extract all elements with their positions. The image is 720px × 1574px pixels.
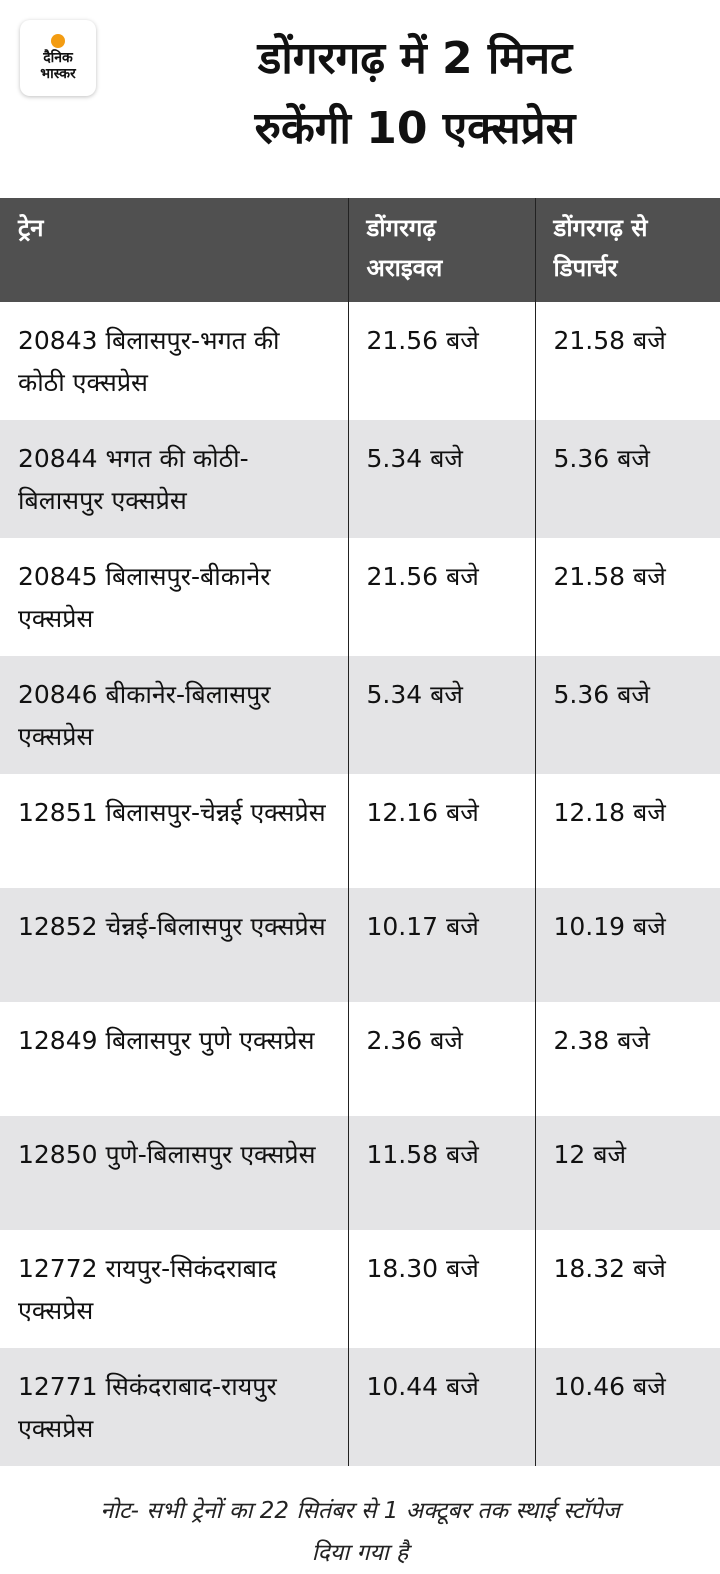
arrival-cell: 5.34 बजे	[347, 420, 535, 538]
table-row: 20843 बिलासपुर-भगत की कोठी एक्सप्रेस 21.…	[0, 302, 720, 420]
page-title: डोंगरगढ़ में 2 मिनट रुकेंगी 10 एक्सप्रेस	[110, 24, 720, 164]
arrival-cell: 12.16 बजे	[347, 774, 535, 888]
title-line-2: रुकेंगी 10 एक्सप्रेस	[254, 103, 576, 154]
table-row: 12851 बिलासपुर-चेन्नई एक्सप्रेस 12.16 बज…	[0, 774, 720, 888]
departure-cell: 10.19 बजे	[534, 888, 720, 1002]
header-departure: डोंगरगढ़ से डिपार्चर	[534, 198, 720, 302]
table-row: 20845 बिलासपुर-बीकानेर एक्सप्रेस 21.56 ब…	[0, 538, 720, 656]
arrival-cell: 2.36 बजे	[347, 1002, 535, 1116]
train-name-cell: 12849 बिलासपुर पुणे एक्सप्रेस	[18, 1026, 315, 1055]
arrival-cell: 10.17 बजे	[347, 888, 535, 1002]
train-name-cell: 12851 बिलासपुर-चेन्नई एक्सप्रेस	[18, 798, 326, 827]
table-row: 20844 भगत की कोठी-बिलासपुर एक्सप्रेस 5.3…	[0, 420, 720, 538]
dainik-bhaskar-logo: दैनिक भास्कर	[20, 20, 96, 96]
logo-text-line1: दैनिक	[43, 50, 73, 66]
page-header: दैनिक भास्कर डोंगरगढ़ में 2 मिनट रुकेंगी…	[0, 0, 720, 198]
departure-cell: 5.36 बजे	[534, 420, 720, 538]
departure-cell: 5.36 बजे	[534, 656, 720, 774]
table-row: 12852 चेन्नई-बिलासपुर एक्सप्रेस 10.17 बज…	[0, 888, 720, 1002]
arrival-cell: 10.44 बजे	[347, 1348, 535, 1466]
departure-cell: 12 बजे	[534, 1116, 720, 1230]
arrival-cell: 21.56 बजे	[347, 302, 535, 420]
title-line-1: डोंगरगढ़ में 2 मिनट	[257, 33, 573, 84]
departure-cell: 21.58 बजे	[534, 538, 720, 656]
header-train: ट्रेन	[0, 198, 348, 302]
footnote: नोट- सभी ट्रेनों का 22 सितंबर से 1 अक्टू…	[100, 1498, 620, 1566]
table-row: 20846 बीकानेर-बिलासपुर एक्सप्रेस 5.34 बज…	[0, 656, 720, 774]
table-row: 12850 पुणे-बिलासपुर एक्सप्रेस 11.58 बजे …	[0, 1116, 720, 1230]
train-name-cell: 20844 भगत की कोठी-बिलासपुर एक्सप्रेस	[0, 420, 348, 538]
train-name-cell: 20846 बीकानेर-बिलासपुर एक्सप्रेस	[0, 656, 348, 774]
header-arrival: डोंगरगढ़ अराइवल	[347, 198, 535, 302]
table-header-row: ट्रेन डोंगरगढ़ अराइवल डोंगरगढ़ से डिपार्…	[0, 198, 720, 302]
train-name-cell: 12771 सिकंदराबाद-रायपुर एक्सप्रेस	[0, 1348, 348, 1466]
train-name-cell: 12772 रायपुर-सिकंदराबाद एक्सप्रेस	[18, 1254, 277, 1325]
train-name-cell: 20843 बिलासपुर-भगत की कोठी एक्सप्रेस	[18, 326, 280, 397]
train-name-cell: 12850 पुणे-बिलासपुर एक्सप्रेस	[0, 1116, 348, 1230]
train-name-cell: 20845 बिलासपुर-बीकानेर एक्सप्रेस	[18, 562, 271, 633]
departure-cell: 12.18 बजे	[534, 774, 720, 888]
train-schedule-table: ट्रेन डोंगरगढ़ अराइवल डोंगरगढ़ से डिपार्…	[0, 198, 720, 1466]
logo-text-line2: भास्कर	[40, 66, 76, 82]
train-name-cell: 12852 चेन्नई-बिलासपुर एक्सप्रेस	[0, 888, 348, 1002]
table-row: 12849 बिलासपुर पुणे एक्सप्रेस 2.36 बजे 2…	[0, 1002, 720, 1116]
departure-cell: 18.32 बजे	[534, 1230, 720, 1348]
departure-cell: 2.38 बजे	[534, 1002, 720, 1116]
table-row: 12771 सिकंदराबाद-रायपुर एक्सप्रेस 10.44 …	[0, 1348, 720, 1466]
departure-cell: 10.46 बजे	[534, 1348, 720, 1466]
arrival-cell: 5.34 बजे	[347, 656, 535, 774]
arrival-cell: 18.30 बजे	[347, 1230, 535, 1348]
departure-cell: 21.58 बजे	[534, 302, 720, 420]
table-row: 12772 रायपुर-सिकंदराबाद एक्सप्रेस 18.30 …	[0, 1230, 720, 1348]
arrival-cell: 11.58 बजे	[347, 1116, 535, 1230]
sun-icon	[51, 34, 65, 48]
arrival-cell: 21.56 बजे	[347, 538, 535, 656]
